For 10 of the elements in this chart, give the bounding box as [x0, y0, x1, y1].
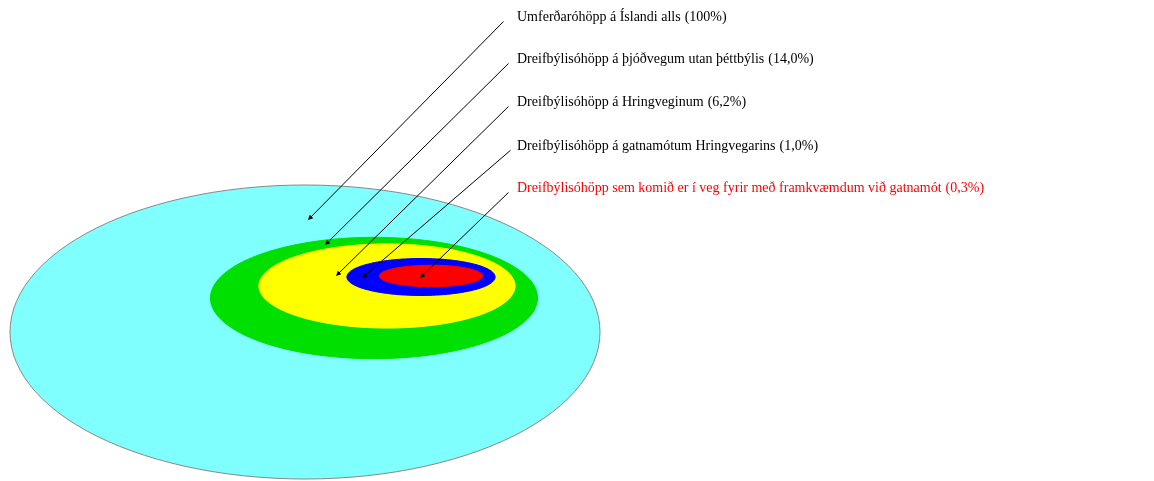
- category-label: Umferðaróhöpp á Íslandi alls: [517, 9, 681, 24]
- category-label: Dreifbýlisóhöpp sem komið er í veg fyrir með framkvæmdum við gatnamót: [517, 180, 942, 195]
- category-label: Dreifbýlisóhöpp á þjóðvegum utan þéttbýlis: [517, 51, 765, 66]
- data-label: (0,3%): [945, 180, 985, 195]
- category-label: Dreifbýlisóhöpp á Hringveginum: [517, 94, 704, 109]
- category-label: Dreifbýlisóhöpp á gatnamótum Hringvegarins: [517, 138, 776, 153]
- data-label: (14,0%): [768, 51, 814, 66]
- data-label: (6,2%): [707, 94, 747, 109]
- data-label: (100%): [684, 9, 727, 24]
- data-label: (1,0%): [779, 138, 819, 153]
